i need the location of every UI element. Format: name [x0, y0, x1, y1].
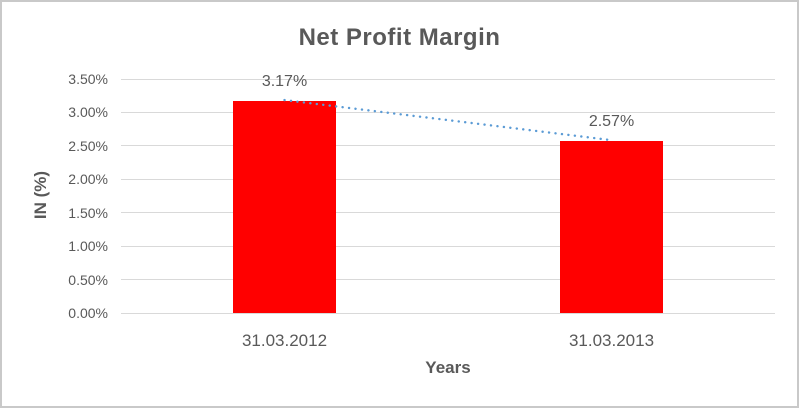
gridline	[121, 78, 775, 80]
gridline	[121, 312, 775, 314]
bar	[233, 101, 336, 313]
plot-area: 3.17% 31.03.2012 2.57% 31.03.2013	[121, 73, 775, 350]
gridline	[121, 111, 775, 113]
x-category-label: 31.03.2013	[568, 331, 655, 350]
chart-title: Net Profit Margin	[298, 24, 501, 51]
y-tick-label: 1.00%	[68, 238, 108, 255]
y-tick-label: 2.50%	[68, 137, 108, 154]
y-tick-label: 0.00%	[68, 305, 108, 321]
y-tick-label: 1.50%	[68, 204, 108, 221]
trendline-svg	[283, 98, 613, 142]
gridline	[121, 245, 775, 247]
gridline	[121, 279, 775, 281]
bar	[560, 141, 663, 313]
y-tick-label: 3.50%	[68, 71, 108, 87]
bar-data-label: 2.57%	[588, 113, 635, 131]
gridline	[121, 212, 775, 214]
y-axis-title: IN (%)	[31, 170, 50, 220]
gridline	[121, 178, 775, 180]
y-tick-label: 2.00%	[68, 171, 108, 188]
trendline	[283, 98, 613, 142]
bar-data-label: 3.17%	[261, 73, 308, 91]
y-tick-label: 3.00%	[68, 104, 108, 121]
gridline	[121, 145, 775, 147]
y-tick-label: 0.50%	[68, 271, 108, 288]
x-axis-title: Years	[425, 358, 471, 377]
x-category-label: 31.03.2012	[241, 331, 328, 350]
